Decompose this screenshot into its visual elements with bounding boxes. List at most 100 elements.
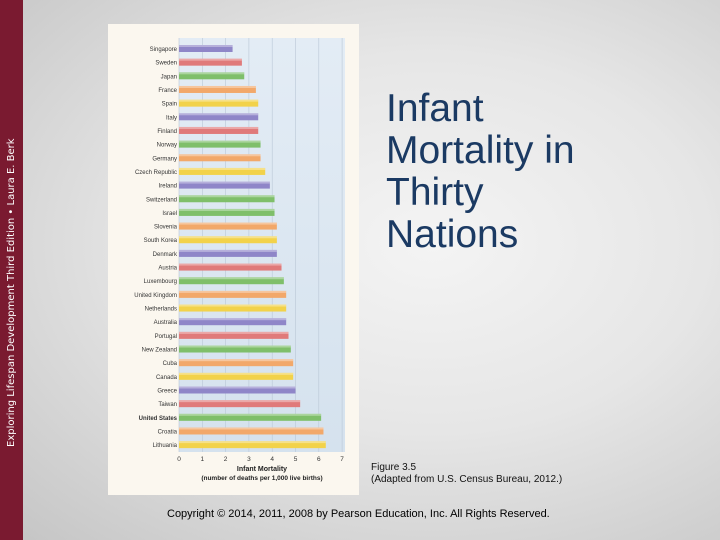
category-label: Germany xyxy=(152,156,177,162)
bar-highlight xyxy=(179,140,261,143)
bar-austria xyxy=(179,263,282,271)
category-label: Netherlands xyxy=(145,307,177,313)
category-label: Sweden xyxy=(155,61,177,67)
x-axis-label-line2: (number of deaths per 1,000 live births) xyxy=(201,475,322,482)
bar-highlight xyxy=(179,99,259,102)
slide-title: Infant Mortality in Thirty Nations xyxy=(386,87,575,256)
bar-lithuania xyxy=(179,441,326,449)
category-label: Italy xyxy=(166,115,177,121)
bar-highlight xyxy=(179,85,256,88)
category-label: United Kingdom xyxy=(134,293,177,299)
category-label: Finland xyxy=(157,129,177,135)
category-label: Czech Republic xyxy=(135,170,177,176)
bar-finland xyxy=(179,126,259,134)
plot-area xyxy=(179,38,345,452)
x-tick-label: 4 xyxy=(270,456,274,463)
category-label: Lithuania xyxy=(153,443,178,449)
category-label: Singapore xyxy=(150,47,178,53)
bar-denmark xyxy=(179,249,277,257)
bar-highlight xyxy=(179,126,259,129)
bar-highlight xyxy=(179,236,277,239)
bar-highlight xyxy=(179,277,284,280)
bar-israel xyxy=(179,208,275,216)
category-label: Norway xyxy=(157,143,177,149)
bar-highlight xyxy=(179,208,275,211)
sidebar-text: Exploring Lifespan Development Third Edi… xyxy=(6,138,17,447)
bar-united-states xyxy=(179,413,322,421)
bar-highlight xyxy=(179,222,277,225)
category-label: South Korea xyxy=(144,238,178,244)
bar-highlight xyxy=(179,359,294,362)
bar-highlight xyxy=(179,345,291,348)
bar-sweden xyxy=(179,58,242,66)
bar-highlight xyxy=(179,441,326,444)
bar-highlight xyxy=(179,154,261,157)
bar-greece xyxy=(179,386,296,394)
bar-highlight xyxy=(179,331,289,334)
category-label: Canada xyxy=(156,375,178,381)
bar-highlight xyxy=(179,58,242,61)
category-label: Croatia xyxy=(158,429,178,435)
bar-germany xyxy=(179,154,261,162)
figure-panel: Singapore Sweden Japan France Spain Italy Finl… xyxy=(108,24,359,495)
bar-highlight xyxy=(179,45,233,47)
category-label: United States xyxy=(139,416,178,422)
category-label: Ireland xyxy=(159,184,177,190)
category-label: New Zealand xyxy=(142,348,177,354)
x-tick-label: 7 xyxy=(340,456,344,463)
bar-highlight xyxy=(179,427,324,430)
bar-taiwan xyxy=(179,400,301,408)
bar-portugal xyxy=(179,331,289,339)
bar-highlight xyxy=(179,318,287,321)
bar-croatia xyxy=(179,427,324,435)
category-label: Austria xyxy=(158,266,177,272)
bar-ireland xyxy=(179,181,270,189)
sidebar: Exploring Lifespan Development Third Edi… xyxy=(0,0,23,540)
bar-united-kingdom xyxy=(179,290,287,298)
infant-mortality-chart: Singapore Sweden Japan France Spain Italy Finl… xyxy=(134,38,345,482)
category-label: Denmark xyxy=(153,252,178,258)
caption-figure-number: Figure 3.5 xyxy=(371,462,417,473)
bar-netherlands xyxy=(179,304,287,312)
category-label: Switzerland xyxy=(146,197,177,203)
bar-japan xyxy=(179,72,245,80)
category-label: Cuba xyxy=(163,361,178,367)
x-axis-label-line1: Infant Mortality xyxy=(237,466,287,473)
bar-highlight xyxy=(179,195,275,198)
bar-south-korea xyxy=(179,236,277,244)
x-tick-label: 1 xyxy=(200,456,204,463)
category-label: Greece xyxy=(157,389,177,395)
category-label: Portugal xyxy=(155,334,177,340)
x-tick-label: 2 xyxy=(224,456,228,463)
bar-highlight xyxy=(179,304,287,307)
bar-highlight xyxy=(179,372,294,375)
category-label: Luxembourg xyxy=(144,279,177,285)
bar-czech-republic xyxy=(179,167,266,175)
bar-highlight xyxy=(179,413,322,416)
caption-source: (Adapted from U.S. Census Bureau, 2012.) xyxy=(371,474,563,485)
copyright-notice: Copyright © 2014, 2011, 2008 by Pearson … xyxy=(167,508,550,520)
bar-highlight xyxy=(179,400,301,403)
bar-highlight xyxy=(179,249,277,252)
x-tick-label: 3 xyxy=(247,456,251,463)
category-label: Japan xyxy=(161,74,177,80)
bar-highlight xyxy=(179,113,259,116)
bar-australia xyxy=(179,318,287,326)
category-label: Slovenia xyxy=(154,225,178,231)
category-label: Taiwan xyxy=(158,402,177,408)
bar-highlight xyxy=(179,181,270,184)
category-label: Spain xyxy=(162,102,177,108)
bar-france xyxy=(179,85,256,93)
figure-caption: Figure 3.5 (Adapted from U.S. Census Bur… xyxy=(371,462,562,486)
bar-highlight xyxy=(179,167,266,170)
bar-luxembourg xyxy=(179,277,284,285)
bar-singapore xyxy=(179,45,233,52)
category-label: France xyxy=(158,88,177,94)
bar-norway xyxy=(179,140,261,148)
bar-spain xyxy=(179,99,259,107)
x-tick-label: 6 xyxy=(317,456,321,463)
bar-highlight xyxy=(179,72,245,75)
bar-canada xyxy=(179,372,294,380)
bar-slovenia xyxy=(179,222,277,230)
bar-highlight xyxy=(179,290,287,293)
